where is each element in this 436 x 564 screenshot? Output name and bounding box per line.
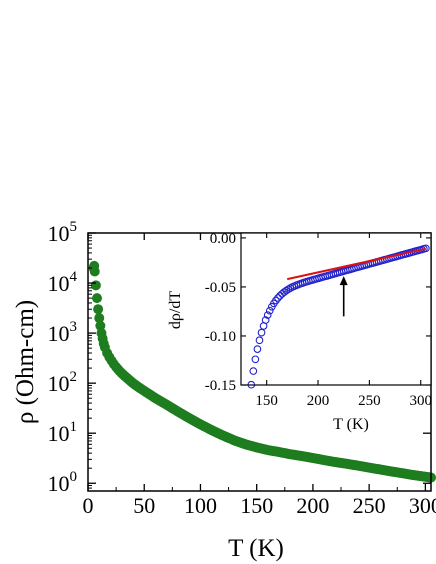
main-x-tick-label: 50: [133, 493, 155, 518]
inset-data-point: [251, 355, 260, 364]
inset-y-tick-label: -0.05: [205, 280, 236, 296]
inset-data-point: [253, 345, 262, 353]
inset-x-tick-label: 200: [307, 393, 330, 409]
main-y-tick-label: 102: [48, 369, 78, 396]
inset-y-tick-label: -0.15: [205, 378, 236, 394]
inset-x-tick-labels: 150 200 250 300: [255, 393, 432, 409]
main-y-tick-label: 101: [48, 419, 78, 446]
inset-arrow: [339, 276, 348, 317]
main-x-tick-labels: 0 50 100 150 200 250 300: [83, 493, 436, 518]
inset-data-point: [263, 311, 272, 319]
inset-y-tick-label: 0.00: [210, 231, 236, 247]
main-data-point: [89, 266, 100, 277]
main-x-tick-label: 250: [353, 493, 386, 518]
inset-chart: 150 200 250 300 0.00 -0.05 -0.10 -0.15 T (K) d…: [167, 231, 432, 433]
inset-data-point: [261, 316, 270, 324]
inset-data-point: [255, 336, 264, 345]
main-x-axis-label: T (K): [228, 535, 284, 562]
main-x-tick-label: 150: [240, 493, 273, 518]
main-data-points: [88, 260, 436, 483]
main-x-tick-label: 0: [83, 493, 94, 518]
main-y-tick-label: 105: [48, 219, 78, 246]
inset-data-point: [249, 367, 258, 375]
inset-data-point: [272, 296, 280, 305]
main-y-tick-label: 100: [48, 469, 78, 496]
main-x-tick-label: 100: [184, 493, 217, 518]
inset-fit-line: [287, 247, 427, 281]
inset-x-tick-label: 300: [409, 393, 432, 409]
main-data-point: [92, 293, 102, 304]
inset-x-axis-label: T (K): [333, 416, 369, 433]
inset-x-tick-label: 150: [255, 393, 278, 409]
inset-y-tick-labels: 0.00 -0.05 -0.10 -0.15: [205, 231, 236, 394]
main-y-tick-labels: 100 101 102 103 104 105: [48, 219, 78, 496]
inset-x-ticks: [266, 233, 422, 385]
main-y-axis-label: ρ (Ohm-cm): [12, 300, 39, 424]
inset-y-axis-label: dρ/dT: [167, 291, 184, 329]
main-data-point: [95, 320, 106, 331]
inset-y-ticks: [241, 237, 431, 386]
inset-data-point: [422, 244, 430, 253]
arrow-head: [339, 276, 348, 286]
inset-data-point: [282, 286, 291, 295]
inset-data-point: [274, 294, 282, 302]
main-x-tick-label: 200: [296, 493, 329, 518]
inset-data-point: [257, 328, 266, 337]
main-y-tick-label: 104: [48, 269, 78, 296]
main-x-tick-label: 300: [409, 493, 436, 518]
inset-plot-frame: [240, 232, 432, 386]
inset-y-tick-label: -0.10: [205, 329, 236, 345]
inset-data-point: [265, 306, 274, 315]
main-data-point: [94, 313, 105, 324]
main-data-point: [93, 304, 104, 315]
main-y-tick-label: 103: [48, 319, 78, 346]
main-data-point: [90, 280, 101, 291]
inset-x-tick-label: 250: [358, 393, 381, 409]
